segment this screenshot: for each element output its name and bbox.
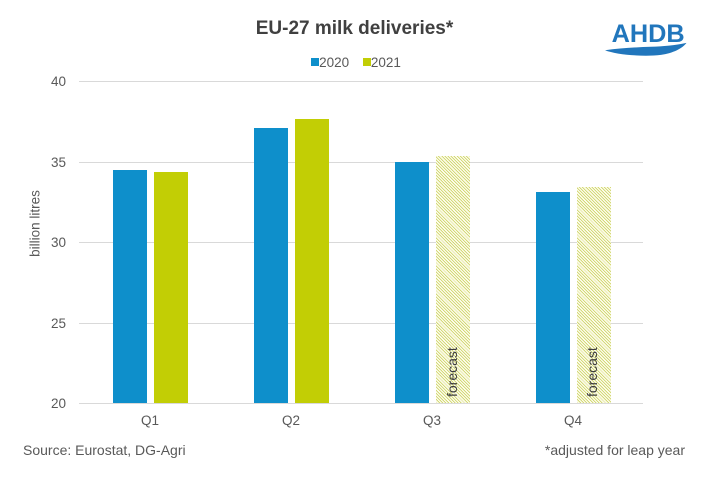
svg-text:AHDB: AHDB: [612, 20, 685, 48]
